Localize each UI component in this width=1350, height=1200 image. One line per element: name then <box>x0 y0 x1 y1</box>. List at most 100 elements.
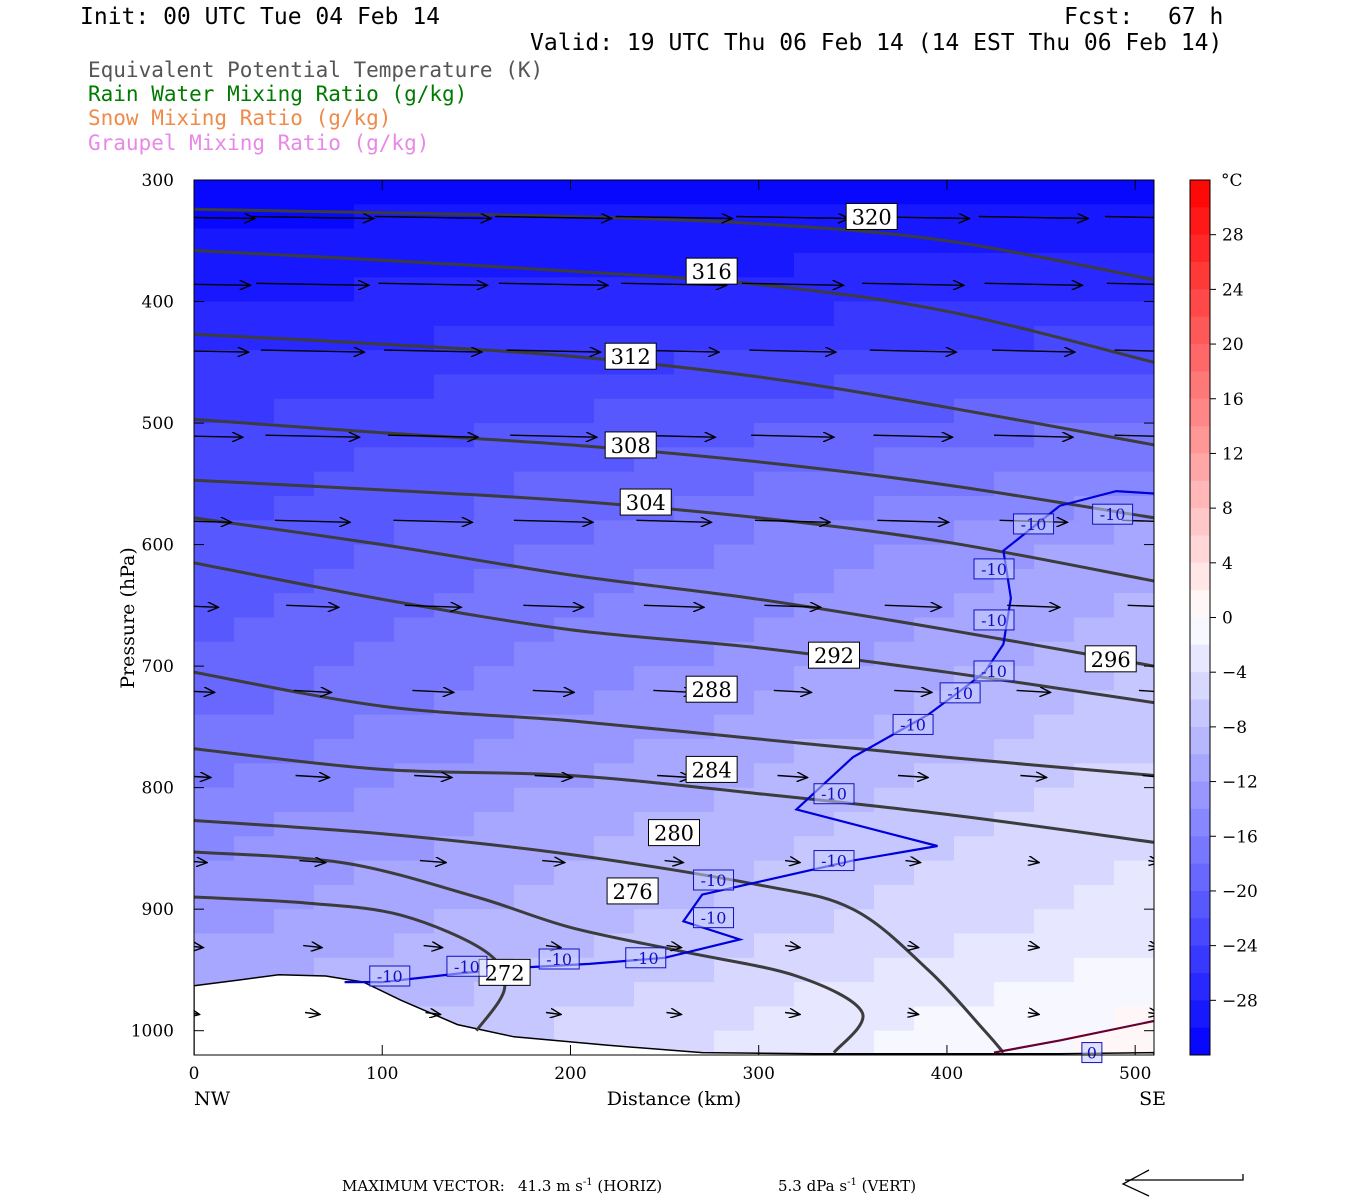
field-cell <box>594 544 635 570</box>
field-cell <box>554 593 595 619</box>
field-cell <box>634 1006 675 1032</box>
field-cell <box>914 350 955 376</box>
field-cell <box>434 933 475 959</box>
field-cell <box>874 277 915 303</box>
field-cell <box>954 471 995 497</box>
field-cell <box>754 325 795 351</box>
field-cell <box>1034 568 1075 594</box>
field-cell <box>994 277 1035 303</box>
field-cell <box>434 617 475 643</box>
field-cell <box>674 204 715 230</box>
colorbar-unit: °C <box>1221 171 1243 191</box>
isotherm-label-text: -10 <box>1021 515 1047 534</box>
field-cell <box>594 180 635 206</box>
wind-vector <box>374 217 492 219</box>
field-cell <box>1114 739 1154 765</box>
field-cell <box>554 860 595 886</box>
field-cell <box>594 617 635 643</box>
field-cell <box>874 982 915 1008</box>
field-cell <box>914 447 955 473</box>
isotherm-label-text: -10 <box>821 852 847 871</box>
field-cell <box>554 544 595 570</box>
field-cell <box>234 641 275 667</box>
field-cell <box>954 228 995 254</box>
wind-vector <box>751 435 834 437</box>
field-cell <box>1074 836 1115 862</box>
field-cell <box>994 836 1035 862</box>
field-cell <box>594 374 635 400</box>
field-cell <box>234 374 275 400</box>
theta-e-label: 288 <box>685 675 738 703</box>
field-cell <box>674 374 715 400</box>
isotherm-label-text: -10 <box>821 785 847 804</box>
wind-vector <box>615 217 733 219</box>
wind-vector <box>534 776 573 778</box>
field-cell <box>914 180 955 206</box>
field-cell <box>514 666 555 692</box>
wind-vector <box>545 1013 561 1015</box>
field-cell <box>274 180 315 206</box>
colorbar-band <box>1190 781 1210 810</box>
colorbar-band <box>1190 836 1210 865</box>
field-cell <box>914 423 955 449</box>
field-cell <box>314 520 355 546</box>
field-cell <box>594 301 635 327</box>
field-cell <box>714 836 755 862</box>
wind-vector <box>194 605 219 607</box>
field-cell <box>674 228 715 254</box>
field-cell <box>594 787 635 813</box>
field-cell <box>874 836 915 862</box>
field-cell <box>434 884 475 910</box>
field-cell <box>634 666 675 692</box>
colorbar-tick-label: 24 <box>1222 280 1244 300</box>
field-cell <box>954 325 995 351</box>
theta-e-label-text: 276 <box>613 880 653 904</box>
isotherm-label-text: -10 <box>900 715 926 734</box>
colorbar-tick-label: 28 <box>1222 226 1244 246</box>
colorbar-band <box>1190 234 1210 263</box>
field-cell <box>994 957 1035 983</box>
field-cell <box>514 690 555 716</box>
y-axis-title: Pressure (hPa) <box>117 547 139 689</box>
field-cell <box>1114 398 1154 424</box>
wind-vector <box>423 946 443 948</box>
field-cell <box>1034 374 1075 400</box>
field-cell <box>874 1030 915 1055</box>
field-cell <box>314 593 355 619</box>
field-cell <box>314 909 355 935</box>
field-cell <box>594 982 635 1008</box>
colorbar-band <box>1190 535 1210 564</box>
field-cell <box>394 884 435 910</box>
field-cell <box>634 787 675 813</box>
isotherm-label-box <box>973 660 1015 682</box>
field-cell <box>674 787 715 813</box>
field-cell <box>1034 277 1075 303</box>
field-cell <box>634 277 675 303</box>
field-cell <box>554 471 595 497</box>
isotherm-label-text: -10 <box>546 950 572 969</box>
field-cell <box>634 301 675 327</box>
colorbar-band <box>1190 699 1210 728</box>
field-cell <box>914 495 955 521</box>
field-cell <box>794 1030 835 1055</box>
y-tick-label: 400 <box>142 293 174 313</box>
theta-e-contours <box>194 207 1154 1054</box>
field-cell <box>554 374 595 400</box>
field-cell <box>394 252 435 278</box>
isotherm-label: -10 <box>1092 503 1134 525</box>
field-cell <box>474 714 515 740</box>
theta-e-label-text: 284 <box>692 758 732 782</box>
theta-e-label: 312 <box>604 342 657 370</box>
field-cell <box>954 350 995 376</box>
field-cell <box>314 350 355 376</box>
field-cell <box>874 690 915 716</box>
field-cell <box>234 617 275 643</box>
field-cell <box>274 277 315 303</box>
field-cell <box>514 447 555 473</box>
wind-vector <box>1007 605 1060 607</box>
field-cell <box>1034 471 1075 497</box>
field-cell <box>994 714 1035 740</box>
isotherm-label: -10 <box>693 869 735 891</box>
field-cell <box>714 811 755 837</box>
field-cell <box>1074 714 1115 740</box>
